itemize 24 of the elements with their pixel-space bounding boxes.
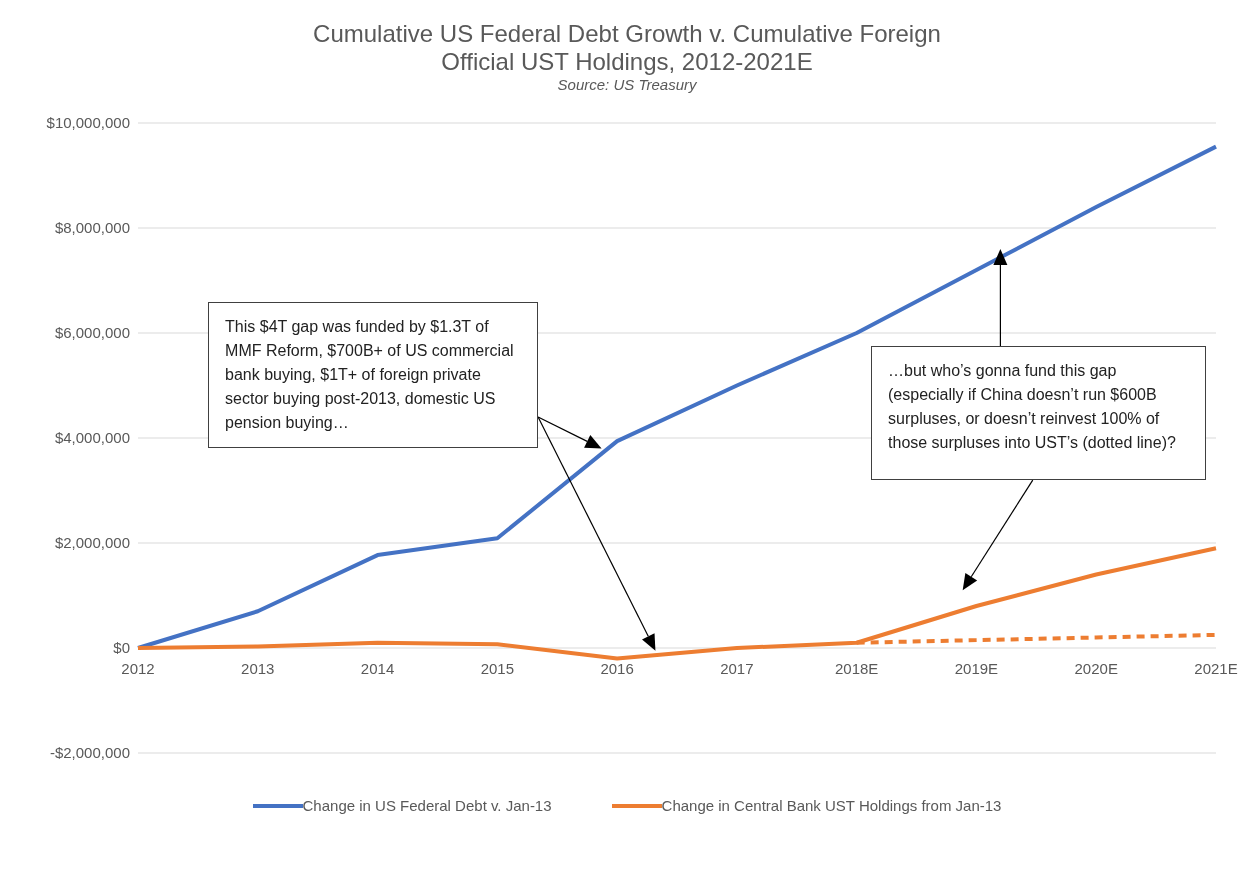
- x-tick-label: 2014: [360, 660, 395, 677]
- y-tick-label: $4,000,000: [54, 429, 130, 447]
- y-tick-label: $8,000,000: [54, 219, 130, 237]
- x-tick-label: 2018E: [834, 660, 879, 677]
- chart-title: Cumulative US Federal Debt Growth v. Cumulative Foreign Official UST Holdings, 2012-2021E: [312, 20, 942, 76]
- y-tick-label: -$2,000,000: [49, 744, 130, 762]
- y-tick-label: $10,000,000: [46, 114, 130, 132]
- x-tick-label: 2020E: [1074, 660, 1118, 677]
- x-tick-label: 2016: [600, 660, 634, 677]
- y-tick-label: $6,000,000: [54, 324, 130, 342]
- chart-subtitle: Source: US Treasury: [556, 76, 698, 93]
- callout-box: This $4T gap was funded by $1.3T of MMF Reform, $700B+ of US commercial bank buying, $1T+ of foreign private sector buying post-2013, domestic US pension buying…: [208, 301, 539, 448]
- callout-box: …but who’s gonna fund this gap (especially if China doesn’t run $600B surpluses, or doesn’t reinvest 100% of those surpluses into UST’s (dotted line)?: [871, 346, 1207, 481]
- y-tick-label: $2,000,000: [54, 534, 130, 552]
- x-tick-label: 2021E: [1194, 660, 1238, 677]
- x-tick-label: 2012: [121, 660, 155, 677]
- legend-label: Change in US Federal Debt v. Jan-13: [302, 797, 552, 814]
- x-tick-label: 2019E: [954, 660, 999, 677]
- legend-label: Change in Central Bank UST Holdings from Jan-13: [661, 797, 1002, 814]
- line-series: [136, 546, 1218, 661]
- x-tick-label: 2015: [480, 660, 515, 677]
- x-tick-label: 2017: [720, 660, 754, 677]
- y-tick-label: $0: [113, 639, 130, 657]
- x-tick-label: 2013: [241, 660, 275, 677]
